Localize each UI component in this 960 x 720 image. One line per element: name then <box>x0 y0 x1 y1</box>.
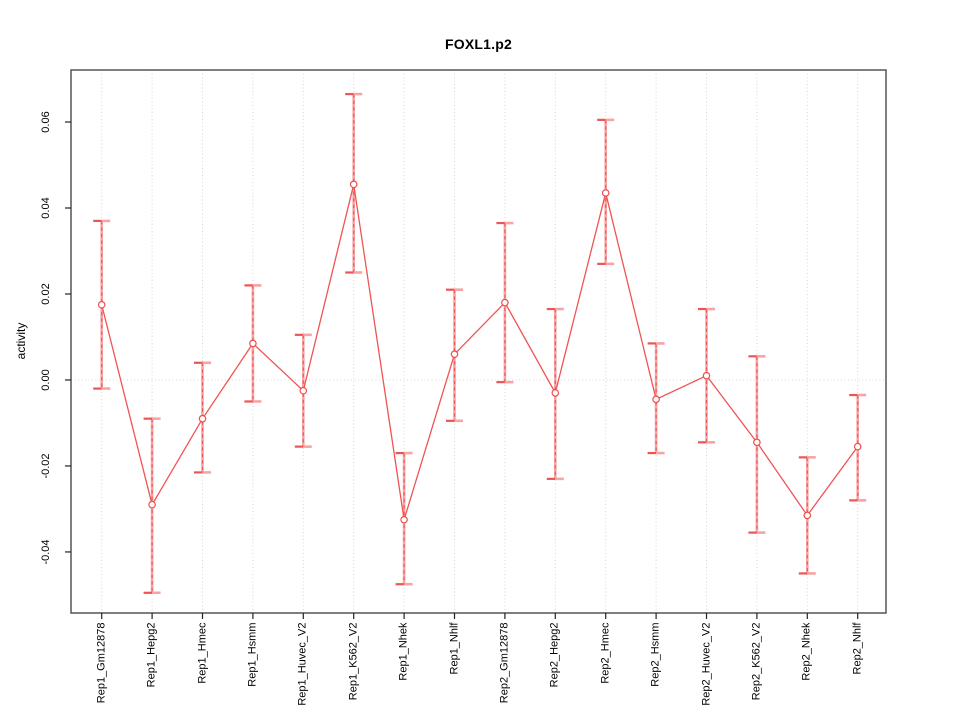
x-tick-label: Rep1_K562_V2 <box>347 622 360 700</box>
x-tick-label: Rep2_Nhlf <box>851 622 864 674</box>
data-point-marker <box>853 442 862 451</box>
data-point-marker <box>803 511 812 520</box>
data-point-marker <box>501 298 509 307</box>
x-tick-label: Rep2_Hmec <box>599 622 612 684</box>
x-tick-label: Rep2_Nhek <box>800 622 813 681</box>
data-point-marker <box>249 339 257 348</box>
data-point-marker <box>97 300 106 309</box>
y-tick-label: 0.00 <box>40 369 52 391</box>
x-tick-label: Rep2_Huvec_V2 <box>700 622 712 706</box>
data-point-marker <box>400 515 408 524</box>
data-point-marker <box>148 500 156 509</box>
chart-title: FOXL1.p2 <box>445 36 512 52</box>
x-tick-label: Rep1_Huvec_V2 <box>296 622 309 706</box>
data-point-marker <box>349 180 358 189</box>
x-tick-label: Rep1_Hepg2 <box>145 622 158 687</box>
y-tick-label: 0.04 <box>40 197 52 219</box>
series-line <box>101 184 859 520</box>
data-point-marker <box>450 350 459 358</box>
x-tick-label: Rep1_Gm12878 <box>95 622 108 703</box>
data-point-marker <box>702 371 711 380</box>
data-point-marker <box>299 386 308 395</box>
x-tick-label: Rep2_Hepg2 <box>548 622 561 687</box>
x-tick-label: Rep1_Hmec <box>196 622 208 684</box>
y-tick-label: 0.02 <box>40 283 52 305</box>
x-tick-label: Rep2_Gm12878 <box>498 622 511 703</box>
data-point-marker <box>551 389 560 397</box>
x-tick-label: Rep1_Nhek <box>397 622 410 681</box>
y-tick-label: -0.04 <box>40 539 52 565</box>
plot-border <box>70 69 887 614</box>
y-tick-label: 0.06 <box>40 111 52 133</box>
x-tick-label: Rep1_Nhlf <box>448 622 460 674</box>
data-point-marker <box>198 414 207 423</box>
x-tick-label: Rep1_Hsmm <box>246 622 259 687</box>
data-point-marker <box>753 438 761 447</box>
x-tick-label: Rep2_Hsmm <box>649 622 662 687</box>
y-tick-label: -0.02 <box>40 453 52 479</box>
x-tick-label: Rep2_K562_V2 <box>750 622 763 700</box>
data-point-marker <box>601 189 610 197</box>
data-point-marker <box>652 395 660 404</box>
y-axis-label: activity <box>14 322 28 360</box>
